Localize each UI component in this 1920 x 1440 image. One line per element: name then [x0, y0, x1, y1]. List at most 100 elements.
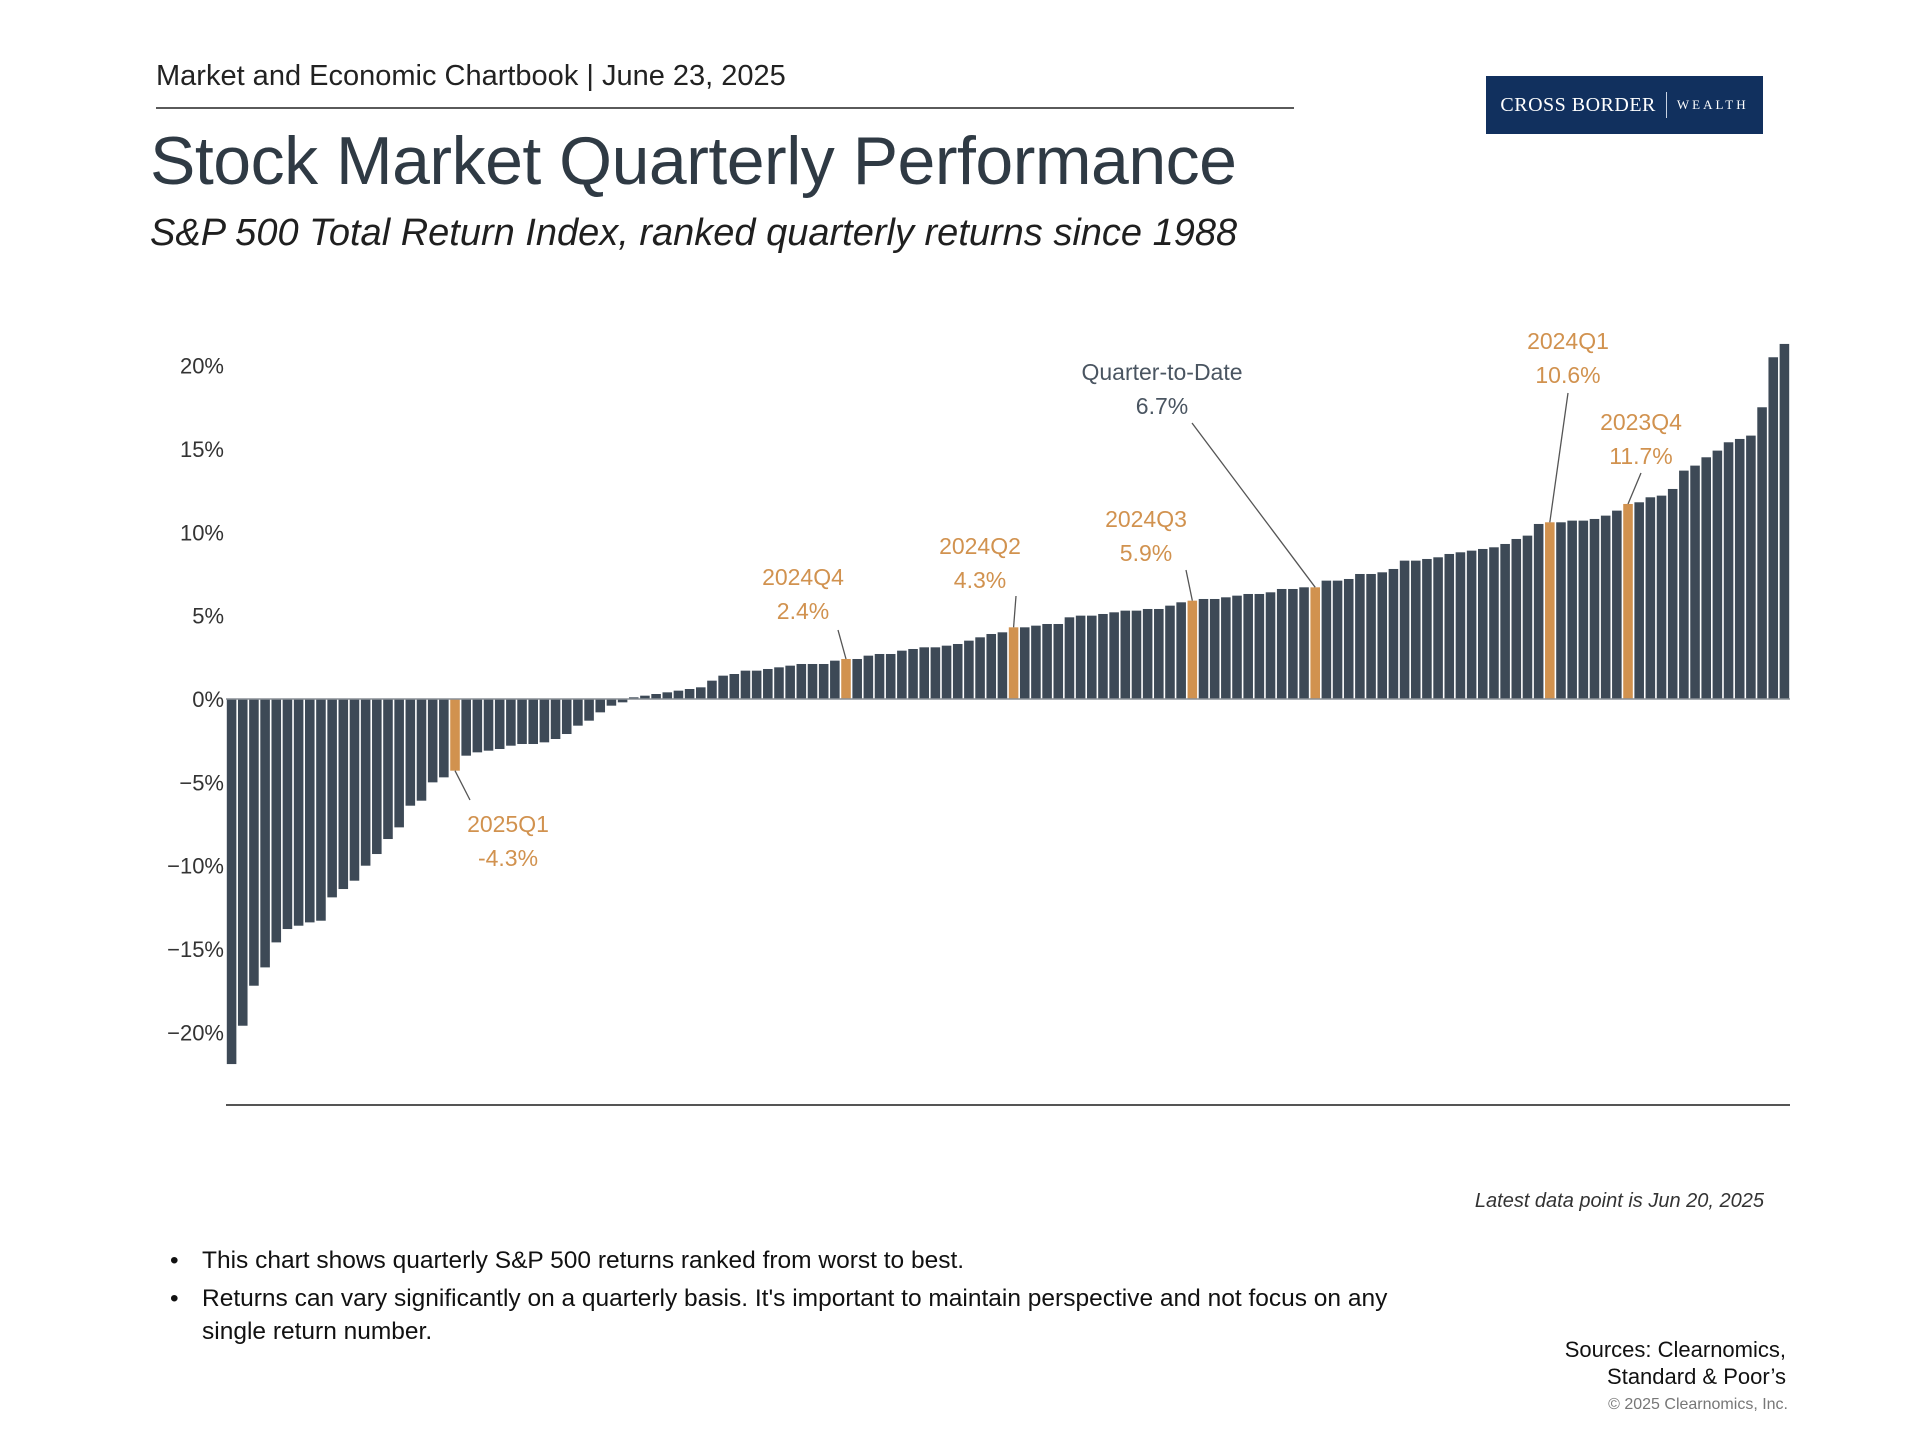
- annotation-value: 2.4%: [777, 598, 829, 624]
- bar: [1779, 343, 1790, 699]
- bar: [1466, 550, 1477, 699]
- bar: [271, 699, 282, 943]
- bar: [1734, 438, 1745, 699]
- highlighted-bar: [1623, 503, 1633, 699]
- highlighted-bar: [450, 699, 460, 771]
- bar: [1265, 592, 1276, 699]
- bar: [226, 699, 237, 1065]
- annotation-leader-line: [454, 770, 471, 801]
- bar: [1321, 580, 1332, 699]
- bar: [1131, 610, 1142, 699]
- annotation-label: 2024Q3: [1105, 506, 1187, 532]
- bar: [986, 633, 997, 699]
- bar: [316, 699, 326, 921]
- bar: [1768, 357, 1779, 699]
- bar: [1746, 435, 1756, 699]
- bar: [997, 632, 1008, 699]
- bar: [249, 699, 259, 986]
- brand-logo: CROSS BORDER WEALTH: [1486, 76, 1763, 134]
- bar: [818, 663, 829, 699]
- bar: [1098, 613, 1108, 699]
- y-tick-label: 0%: [192, 687, 224, 712]
- bar: [461, 699, 471, 756]
- annotation-label: 2025Q1: [467, 811, 549, 837]
- annotation-leader-line: [1185, 569, 1193, 601]
- bar: [1690, 465, 1700, 699]
- bar: [1198, 598, 1209, 699]
- bar: [1522, 535, 1533, 699]
- bar: [919, 647, 929, 699]
- latest-data-note: Latest data point is Jun 20, 2025: [1474, 1190, 1764, 1212]
- bar: [1656, 495, 1667, 699]
- bar: [863, 655, 874, 699]
- bar: [1221, 597, 1231, 699]
- bar: [1064, 617, 1075, 699]
- bar: [684, 689, 695, 699]
- highlighted-bar: [1310, 587, 1320, 699]
- bar: [1254, 593, 1265, 699]
- bar: [696, 687, 706, 699]
- bar: [1142, 608, 1153, 699]
- bar: [1120, 610, 1131, 699]
- annotation-leader-line: [837, 629, 847, 660]
- bar: [1500, 543, 1510, 699]
- y-tick-label: 5%: [192, 604, 224, 629]
- bar: [1299, 587, 1309, 699]
- bar: [528, 699, 538, 745]
- bar: [874, 653, 885, 699]
- bar: [1455, 552, 1466, 699]
- bar: [751, 670, 762, 699]
- bar: [1165, 605, 1175, 699]
- bullet-dot: •: [170, 1285, 179, 1312]
- bar: [1478, 548, 1488, 699]
- bar: [1031, 625, 1041, 699]
- bar: [550, 699, 561, 740]
- bar: [573, 699, 583, 726]
- y-tick-label: 10%: [180, 520, 224, 545]
- bars-group: [226, 343, 1790, 1065]
- bar: [1019, 627, 1030, 699]
- bar: [1489, 547, 1499, 699]
- bar: [1556, 522, 1566, 699]
- bar: [964, 640, 974, 699]
- bar: [237, 699, 248, 1026]
- bar: [1399, 560, 1410, 699]
- bar: [662, 692, 673, 699]
- bar: [1667, 488, 1678, 699]
- bullet-list: • This chart shows quarterly S&P 500 retu…: [162, 1244, 1392, 1353]
- bar: [1723, 442, 1734, 699]
- bar: [260, 699, 270, 968]
- bar: [796, 663, 807, 699]
- header-divider: [156, 107, 1294, 109]
- bar: [1332, 580, 1343, 699]
- bar: [338, 699, 349, 890]
- bar: [1388, 568, 1399, 699]
- bar: [1232, 595, 1242, 699]
- ranked-returns-chart: 20% 15% 10% 5% 0% −5% −10% −15% −20% 2025Q1 -4.3%…: [167, 328, 1790, 1106]
- bar: [606, 699, 617, 706]
- bar: [1410, 560, 1421, 699]
- bar: [327, 699, 337, 898]
- bar: [416, 699, 427, 801]
- bar: [1511, 538, 1522, 699]
- bar: [774, 667, 784, 699]
- bar: [305, 699, 315, 923]
- bar: [282, 699, 293, 930]
- y-tick-label: −10%: [167, 854, 224, 879]
- bar: [1276, 588, 1287, 699]
- annotations-group: 2025Q1 -4.3% 2024Q4 2.4% 2024Q2 4.3% 2024Q3 5.9…: [454, 328, 1682, 871]
- bar: [383, 699, 393, 840]
- bar: [930, 647, 941, 699]
- highlighted-bar: [1545, 522, 1555, 699]
- bar: [640, 695, 650, 699]
- bar: [539, 699, 550, 743]
- bar: [729, 674, 740, 700]
- annotation-label: Quarter-to-Date: [1081, 359, 1242, 385]
- logo-main-text: CROSS BORDER: [1500, 93, 1656, 116]
- bar: [941, 645, 952, 699]
- bar: [472, 699, 483, 753]
- bar: [561, 699, 572, 735]
- bar: [394, 699, 404, 828]
- bar: [1433, 557, 1443, 699]
- bar: [1154, 608, 1164, 699]
